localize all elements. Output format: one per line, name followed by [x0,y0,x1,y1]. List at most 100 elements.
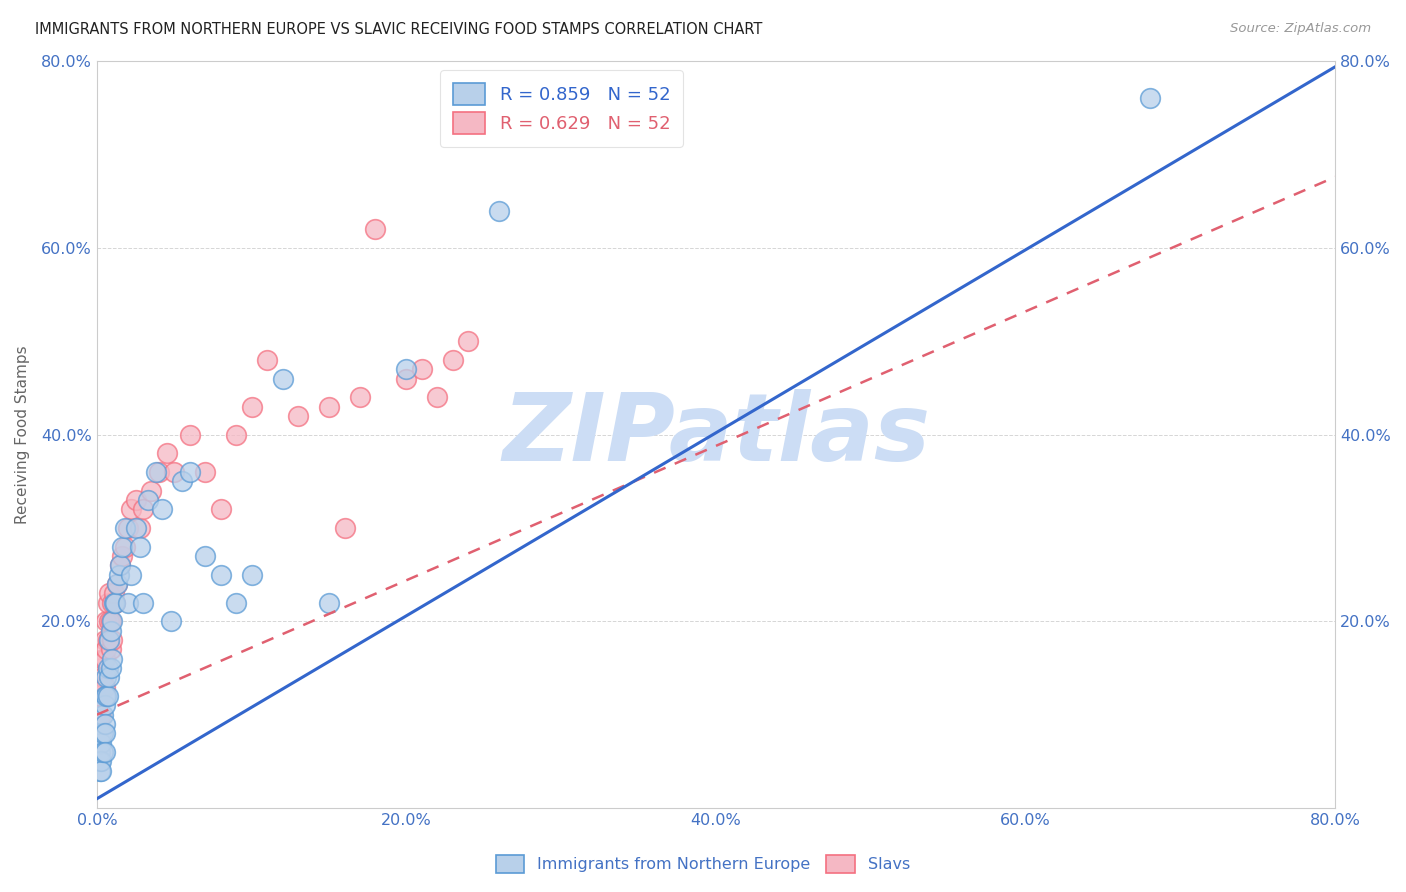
Point [105,577,128,591]
Point [97,633,120,648]
Point [91,745,114,759]
Point [90,661,112,675]
Point [256,352,278,367]
Point [194,549,217,563]
Point [271,371,294,385]
Point [139,483,162,498]
Legend: Immigrants from Northern Europe, Slavs: Immigrants from Northern Europe, Slavs [489,848,917,880]
Point [93,726,115,740]
Point [129,540,152,554]
Point [117,596,139,610]
Point [426,390,449,404]
Point [93,717,115,731]
Point [225,596,247,610]
Point [411,362,433,376]
Point [108,558,131,573]
Point [145,465,167,479]
Point [148,465,170,479]
Point [100,661,122,675]
Point [101,596,124,610]
Point [441,352,464,367]
Point [194,465,217,479]
Point [103,596,125,610]
Point [101,633,124,648]
Point [209,567,232,582]
Point [110,549,132,563]
Point [98,670,121,684]
Text: ZIPatlas: ZIPatlas [502,389,931,481]
Point [104,596,127,610]
Point [150,502,173,516]
Point [107,567,129,582]
Point [94,670,117,684]
Point [100,615,122,629]
Point [155,446,177,460]
Point [104,596,127,610]
Point [240,400,263,414]
Point [349,390,371,404]
Point [89,755,111,769]
Point [91,726,114,740]
Point [124,521,146,535]
Point [160,615,183,629]
Legend: R = 0.859   N = 52, R = 0.629   N = 52: R = 0.859 N = 52, R = 0.629 N = 52 [440,70,683,146]
Point [93,689,115,703]
Point [93,745,115,759]
Point [93,651,115,665]
Point [129,521,152,535]
Point [364,222,387,236]
Point [132,596,155,610]
Point [93,680,115,694]
Point [89,745,111,759]
Point [124,493,146,508]
Point [90,680,112,694]
Point [108,558,131,573]
Point [90,736,112,750]
Point [120,502,142,516]
Point [120,567,142,582]
Point [91,670,114,684]
Point [90,764,112,778]
Point [240,567,263,582]
Point [136,493,159,508]
Point [94,615,117,629]
Point [318,596,340,610]
Point [209,502,232,516]
Point [287,409,309,423]
Point [90,755,112,769]
Point [225,427,247,442]
Point [97,689,120,703]
Point [100,624,122,638]
Point [87,707,110,722]
Point [101,615,124,629]
Point [94,642,117,657]
Point [93,633,115,648]
Point [101,651,124,665]
Y-axis label: Receiving Food Stamps: Receiving Food Stamps [15,345,30,524]
Point [179,427,201,442]
Text: Source: ZipAtlas.com: Source: ZipAtlas.com [1230,22,1371,36]
Text: IMMIGRANTS FROM NORTHERN EUROPE VS SLAVIC RECEIVING FOOD STAMPS CORRELATION CHAR: IMMIGRANTS FROM NORTHERN EUROPE VS SLAVI… [35,22,762,37]
Point [117,521,139,535]
Point [89,707,111,722]
Point [395,371,418,385]
Point [114,540,136,554]
Point [105,577,128,591]
Point [89,689,111,703]
Point [110,540,132,554]
Point [1139,91,1161,105]
Point [170,475,193,489]
Point [90,707,112,722]
Point [179,465,201,479]
Point [90,726,112,740]
Point [100,642,122,657]
Point [132,502,155,516]
Point [89,764,111,778]
Point [114,521,136,535]
Point [98,615,121,629]
Point [91,707,114,722]
Point [98,586,121,600]
Point [97,596,120,610]
Point [318,400,340,414]
Point [93,698,115,713]
